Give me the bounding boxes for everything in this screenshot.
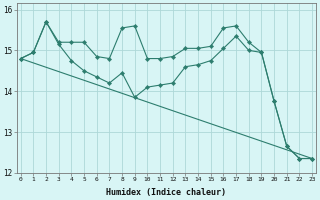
X-axis label: Humidex (Indice chaleur): Humidex (Indice chaleur) — [107, 188, 227, 197]
